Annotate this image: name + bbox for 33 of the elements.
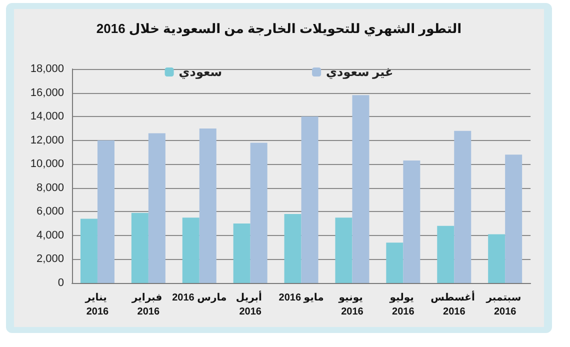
bar xyxy=(454,130,472,283)
bar xyxy=(80,218,98,283)
bar xyxy=(148,133,166,283)
y-tick-label: 0 xyxy=(58,277,64,289)
bar xyxy=(233,224,250,283)
y-tick-label: 12,000 xyxy=(30,134,64,146)
x-tick-label: مايو 2016 xyxy=(278,292,324,304)
legend-label: سعودي xyxy=(178,65,222,79)
y-tick-label: 16,000 xyxy=(30,86,64,99)
bar xyxy=(505,154,522,283)
bar xyxy=(386,242,404,283)
bar xyxy=(301,116,318,283)
bar xyxy=(97,140,114,283)
y-tick-label: 2,000 xyxy=(36,253,64,266)
y-tick-label: 4,000 xyxy=(36,229,64,242)
y-tick-label: 10,000 xyxy=(30,158,64,170)
bar xyxy=(182,218,200,283)
bar xyxy=(403,160,420,283)
bar xyxy=(488,234,506,283)
x-tick-label: مارس 2016 xyxy=(172,292,227,304)
bar xyxy=(131,212,148,283)
y-tick-label: 14,000 xyxy=(30,110,64,123)
bar xyxy=(437,226,454,283)
bar xyxy=(199,128,216,283)
y-tick-label: 8,000 xyxy=(36,182,64,194)
bar xyxy=(250,142,268,283)
chart-title: التطور الشهري للتحويلات الخارجة من السعودية خلال 2016 xyxy=(96,21,462,37)
bar xyxy=(352,95,370,283)
bar xyxy=(284,214,302,283)
y-tick-label: 18,000 xyxy=(30,63,64,75)
legend-label: غير سعودي xyxy=(326,65,394,79)
y-tick-label: 6,000 xyxy=(36,206,64,218)
bar xyxy=(335,218,352,283)
